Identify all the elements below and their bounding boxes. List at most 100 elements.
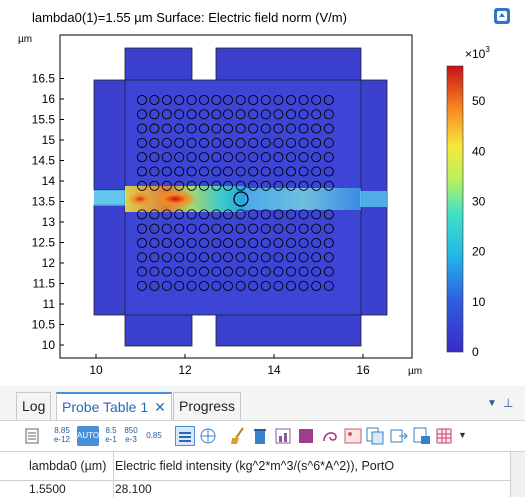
x-tick-label: 14 <box>267 363 281 377</box>
lattice-hole <box>248 252 259 263</box>
lattice-hole <box>149 180 160 191</box>
lattice-hole <box>149 237 160 249</box>
lattice-hole <box>198 123 210 134</box>
x-axis-unit: µm <box>408 366 422 377</box>
tab-log[interactable]: Log <box>16 392 52 420</box>
plot-title: lambda0(1)=1.55 µm Surface: Electric fie… <box>32 10 347 25</box>
colorbar-tick-label: 10 <box>472 295 486 309</box>
lattice-hole <box>323 209 334 220</box>
lattice-hole <box>161 123 172 134</box>
tab-progress[interactable]: Progress <box>173 392 242 420</box>
lattice-hole <box>323 237 334 249</box>
lattice-hole <box>161 266 172 277</box>
lattice-hole <box>323 166 334 177</box>
lattice-hole <box>235 280 246 291</box>
lattice-hole <box>174 223 185 234</box>
y-tick-label: 11.5 <box>33 277 56 291</box>
pin-icon[interactable]: ⊥ <box>503 396 514 410</box>
lattice-hole <box>311 109 322 120</box>
colorbar-ticks: 50 40 30 20 10 0 <box>472 94 486 359</box>
lattice-hole <box>311 166 322 177</box>
lattice-hole <box>273 223 284 234</box>
copy-table-icon[interactable] <box>366 427 384 445</box>
format-precision-3-button[interactable]: 850 e-3 <box>124 426 138 444</box>
format-precision-1-button[interactable]: 8.5 e-1 <box>105 426 117 444</box>
y-tick-label: 11 <box>43 297 56 311</box>
lattice-hole <box>186 237 197 249</box>
lattice-hole <box>186 166 197 177</box>
delete-icon[interactable] <box>253 427 267 445</box>
colorbar-tick-label: 30 <box>472 194 486 208</box>
lattice-hole <box>248 109 259 120</box>
column-header-lambda0[interactable]: lambda0 (µm) <box>24 452 114 480</box>
vertical-scrollbar[interactable] <box>510 452 525 497</box>
lattice-hole <box>136 223 148 234</box>
format-full-precision-button[interactable]: 8.85 e-12 <box>53 426 70 444</box>
lattice-hole <box>211 180 222 191</box>
lattice-hole <box>311 266 322 277</box>
lattice-hole <box>323 123 334 134</box>
lattice-hole <box>298 180 309 191</box>
lattice-hole <box>222 94 234 106</box>
lattice-hole <box>161 152 172 163</box>
lattice-hole <box>211 266 222 277</box>
lattice-hole <box>222 109 234 120</box>
lattice-hole <box>174 237 185 249</box>
table-cell[interactable]: 28.100 <box>115 482 152 496</box>
table-settings-icon[interactable] <box>25 428 39 444</box>
x-tick-label: 16 <box>356 363 370 377</box>
surface-icon[interactable] <box>321 427 339 445</box>
chevron-down-icon[interactable]: ▼ <box>487 398 497 409</box>
lattice-hole <box>149 94 160 106</box>
format-auto-button[interactable]: AUTO <box>77 426 99 446</box>
color-table-icon[interactable] <box>298 428 314 444</box>
close-icon[interactable]: ✕ <box>154 399 166 415</box>
lattice-hole <box>248 180 259 191</box>
lattice-hole <box>298 137 309 148</box>
lattice-hole <box>174 209 185 220</box>
column-header-field-intensity[interactable]: Electric field intensity (kg^2*m^3/(s^6*… <box>115 459 395 473</box>
format-decimal-button[interactable]: 0.85 <box>146 431 162 440</box>
lattice-hole <box>285 180 297 191</box>
lattice-hole <box>235 152 246 163</box>
lattice-hole <box>149 123 160 134</box>
lattice-hole <box>323 180 334 191</box>
lattice-hole <box>323 94 334 106</box>
grid-icon[interactable] <box>436 428 452 444</box>
y-tick-label: 14 <box>42 174 56 188</box>
lattice-hole <box>273 152 284 163</box>
lattice-hole <box>311 223 322 234</box>
y-tick-label: 13 <box>42 215 56 229</box>
lattice-hole <box>260 209 271 220</box>
lattice-hole <box>136 166 148 177</box>
clear-table-icon[interactable] <box>230 427 246 445</box>
image-export-icon[interactable] <box>344 427 362 445</box>
lattice-hole <box>198 252 210 263</box>
sweep-icon[interactable] <box>199 427 217 445</box>
lattice-hole <box>211 109 222 120</box>
table-cell[interactable]: 1.5500 <box>24 481 114 497</box>
y-tick-label: 12 <box>42 256 56 270</box>
plot-toolbar-icon[interactable] <box>493 7 511 25</box>
export-icon[interactable] <box>390 427 408 445</box>
lattice-hole <box>161 109 172 120</box>
lattice-hole <box>260 266 271 277</box>
lattice-hole <box>186 109 197 120</box>
lattice-hole <box>248 209 259 220</box>
save-table-icon[interactable] <box>413 427 431 445</box>
lattice-hole <box>285 94 297 106</box>
plot-table-icon[interactable] <box>275 428 291 444</box>
lattice-hole <box>273 209 284 220</box>
lattice-hole <box>174 94 185 106</box>
tab-probe-table-1[interactable]: Probe Table 1 ✕ <box>56 392 172 420</box>
table-view-icon[interactable] <box>175 426 195 446</box>
lattice-hole <box>186 123 197 134</box>
lattice-hole <box>235 266 246 277</box>
chevron-down-icon[interactable]: ▼ <box>458 430 467 440</box>
lattice-hole <box>298 280 309 291</box>
lattice-hole <box>298 94 309 106</box>
y-tick-label: 15.5 <box>32 113 56 127</box>
lattice-hole <box>248 152 259 163</box>
lattice-hole <box>161 223 172 234</box>
plot-canvas[interactable]: 16.5 16 15.5 15 14.5 14 13.5 13 12.5 12 11.5 11 10.5… <box>0 0 525 380</box>
